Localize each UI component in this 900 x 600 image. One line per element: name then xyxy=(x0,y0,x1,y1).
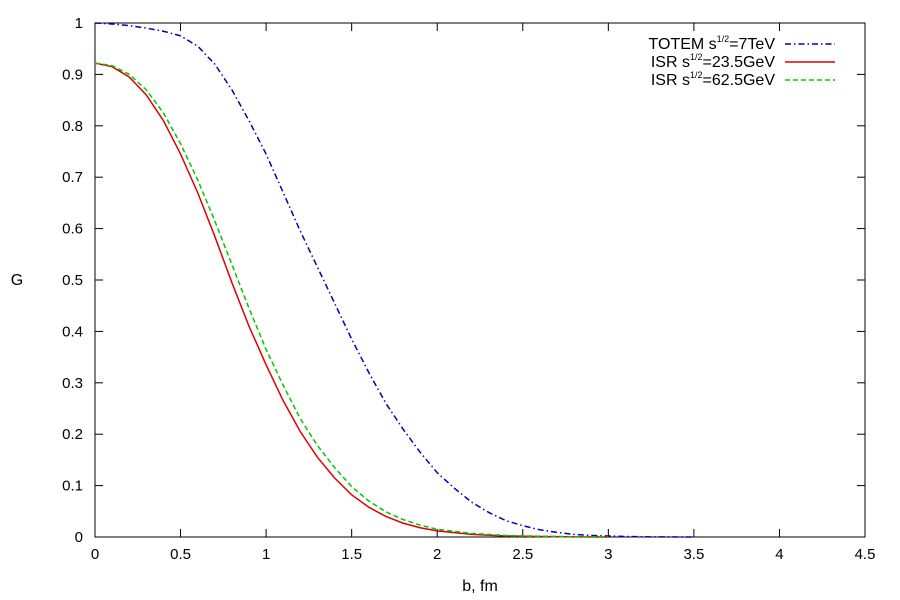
series-line-2 xyxy=(94,62,609,538)
legend-label: ISR s1/2=23.5GeV xyxy=(651,52,775,71)
plot-frame xyxy=(94,22,866,538)
y-tick-label: 0.9 xyxy=(62,66,83,83)
x-tick-label: 3 xyxy=(604,546,612,563)
y-tick-label: 0.8 xyxy=(62,118,83,135)
y-tick-label: 0.2 xyxy=(62,426,83,443)
x-axis-label: b, fm xyxy=(462,578,498,595)
legend-label: ISR s1/2=62.5GeV xyxy=(651,70,775,89)
x-tick-label: 3.5 xyxy=(683,546,704,563)
x-tick-label: 1.5 xyxy=(341,546,362,563)
y-tick-label: 0.5 xyxy=(62,272,83,289)
x-tick-label: 0 xyxy=(91,546,99,563)
x-tick-label: 4.5 xyxy=(855,546,876,563)
series-line-3 xyxy=(94,62,609,538)
y-axis-ticks: 0 0.1 0.2 0.3 0.4 0.5 0.6 0.7 0.8 0.9 1 xyxy=(62,15,865,546)
x-tick-label: 2 xyxy=(433,546,441,563)
y-tick-label: 1 xyxy=(75,15,83,32)
y-tick-label: 0.6 xyxy=(62,221,83,238)
series-layer xyxy=(94,22,694,538)
legend-label: TOTEM s1/2=7TeV xyxy=(649,34,776,53)
x-axis-ticks: 0 0.5 1 1.5 2 2.5 3 3.5 4 4.5 xyxy=(91,23,876,563)
y-tick-label: 0.4 xyxy=(62,323,83,340)
series-line-1 xyxy=(94,22,694,538)
y-tick-label: 0.7 xyxy=(62,169,83,186)
y-tick-label: 0.1 xyxy=(62,478,83,495)
x-tick-label: 4 xyxy=(775,546,783,563)
y-tick-label: 0 xyxy=(75,529,83,546)
y-tick-label: 0.3 xyxy=(62,375,83,392)
y-axis-label: G xyxy=(11,272,23,289)
x-tick-label: 1 xyxy=(262,546,270,563)
x-tick-label: 0.5 xyxy=(170,546,191,563)
x-tick-label: 2.5 xyxy=(512,546,533,563)
